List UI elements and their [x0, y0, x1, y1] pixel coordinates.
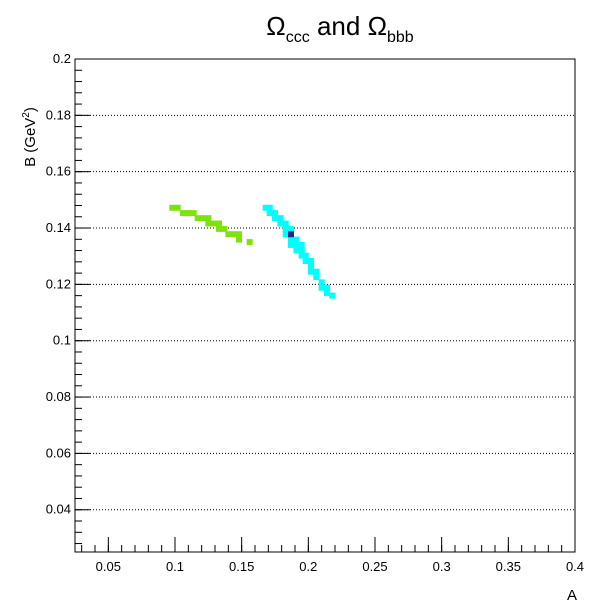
y-axis-label-main: B (GeV — [22, 118, 39, 167]
data-point-series-0 — [236, 236, 242, 243]
data-point-series-1 — [308, 268, 314, 275]
data-point-series-0 — [230, 231, 237, 238]
data-point-series-1 — [272, 215, 278, 222]
y-axis-label-close: ) — [22, 107, 39, 112]
x-tick-label: 0.1 — [166, 559, 184, 574]
data-point-series-2 — [288, 231, 294, 238]
plot-frame — [74, 58, 576, 553]
data-point-series-0 — [169, 204, 176, 211]
title-omega-1: Ω — [266, 11, 285, 41]
chart-title: Ωccc and Ωbbb — [266, 11, 414, 46]
data-points — [169, 204, 336, 299]
title-and: and — [310, 11, 368, 41]
data-point-series-1 — [318, 279, 325, 286]
y-tick-label: 0.12 — [46, 276, 71, 291]
data-point-series-1 — [288, 225, 294, 232]
data-point-series-1 — [298, 247, 305, 254]
y-axis-label: B (GeV2) — [21, 107, 39, 167]
data-point-series-0 — [190, 210, 197, 217]
data-point-series-1 — [293, 247, 300, 254]
x-tick-label: 0.3 — [433, 559, 451, 574]
data-point-series-0 — [205, 220, 212, 227]
y-tick-label: 0.18 — [46, 107, 71, 122]
data-point-series-1 — [324, 284, 330, 291]
x-tick-label: 0.2 — [299, 559, 317, 574]
y-axis-ticks: 0.04 0.06 0.08 0.1 0.12 0.14 0.16 0.18 0.2 — [46, 51, 90, 545]
data-point-series-1 — [298, 252, 305, 259]
data-point-series-0 — [174, 204, 181, 211]
data-point-series-1 — [282, 231, 289, 238]
y-tick-label: 0.04 — [46, 502, 71, 517]
data-point-series-0 — [246, 239, 253, 246]
data-point-series-1 — [329, 292, 336, 299]
data-point-series-1 — [308, 257, 314, 264]
data-point-series-0 — [185, 210, 192, 217]
data-point-series-0 — [210, 220, 217, 227]
data-point-series-0 — [200, 215, 206, 222]
data-point-series-0 — [236, 231, 242, 238]
data-point-series-1 — [272, 210, 278, 217]
y-tick-label: 0.14 — [46, 220, 71, 235]
data-point-series-1 — [288, 241, 294, 248]
data-point-series-1 — [308, 263, 314, 270]
data-point-series-1 — [293, 241, 300, 248]
y-tick-label: 0.1 — [53, 333, 71, 348]
y-axis-label-sup: 2 — [21, 112, 32, 118]
x-axis-label: A — [567, 587, 577, 604]
data-point-series-1 — [302, 257, 309, 264]
title-subscript-bbb: bbb — [387, 29, 414, 46]
data-point-series-0 — [225, 231, 232, 238]
y-tick-label: 0.08 — [46, 389, 71, 404]
data-point-series-1 — [302, 252, 309, 259]
data-point-series-1 — [298, 241, 305, 248]
title-omega-2: Ω — [368, 11, 387, 41]
data-point-series-0 — [221, 225, 228, 232]
data-point-series-1 — [293, 236, 300, 243]
y-tick-label: 0.06 — [46, 445, 71, 460]
data-point-series-0 — [205, 215, 212, 222]
data-point-series-1 — [266, 210, 273, 217]
data-point-series-1 — [288, 236, 294, 243]
x-tick-label: 0.25 — [362, 559, 387, 574]
data-point-series-1 — [313, 268, 320, 275]
data-point-series-1 — [313, 274, 320, 281]
title-subscript-ccc: ccc — [286, 29, 310, 46]
data-point-series-1 — [277, 220, 284, 227]
x-tick-label: 0.15 — [229, 559, 254, 574]
data-point-series-1 — [277, 215, 284, 222]
data-point-series-1 — [318, 284, 325, 291]
data-point-series-1 — [282, 225, 289, 232]
data-point-series-1 — [282, 220, 289, 227]
x-axis-ticks: 0.05 0.1 0.15 0.2 0.25 0.3 0.35 0.4 — [81, 537, 584, 574]
x-tick-label: 0.4 — [566, 559, 584, 574]
data-point-series-0 — [216, 225, 222, 232]
grid-lines — [75, 114, 575, 511]
data-point-series-1 — [262, 204, 269, 211]
x-tick-label: 0.35 — [496, 559, 521, 574]
data-point-series-0 — [216, 220, 222, 227]
y-tick-label: 0.16 — [46, 164, 71, 179]
data-point-series-1 — [266, 204, 273, 211]
data-point-series-0 — [180, 210, 186, 217]
data-point-series-1 — [324, 290, 330, 297]
y-tick-label: 0.2 — [53, 51, 71, 66]
data-point-series-0 — [194, 215, 201, 222]
x-tick-label: 0.05 — [96, 559, 121, 574]
